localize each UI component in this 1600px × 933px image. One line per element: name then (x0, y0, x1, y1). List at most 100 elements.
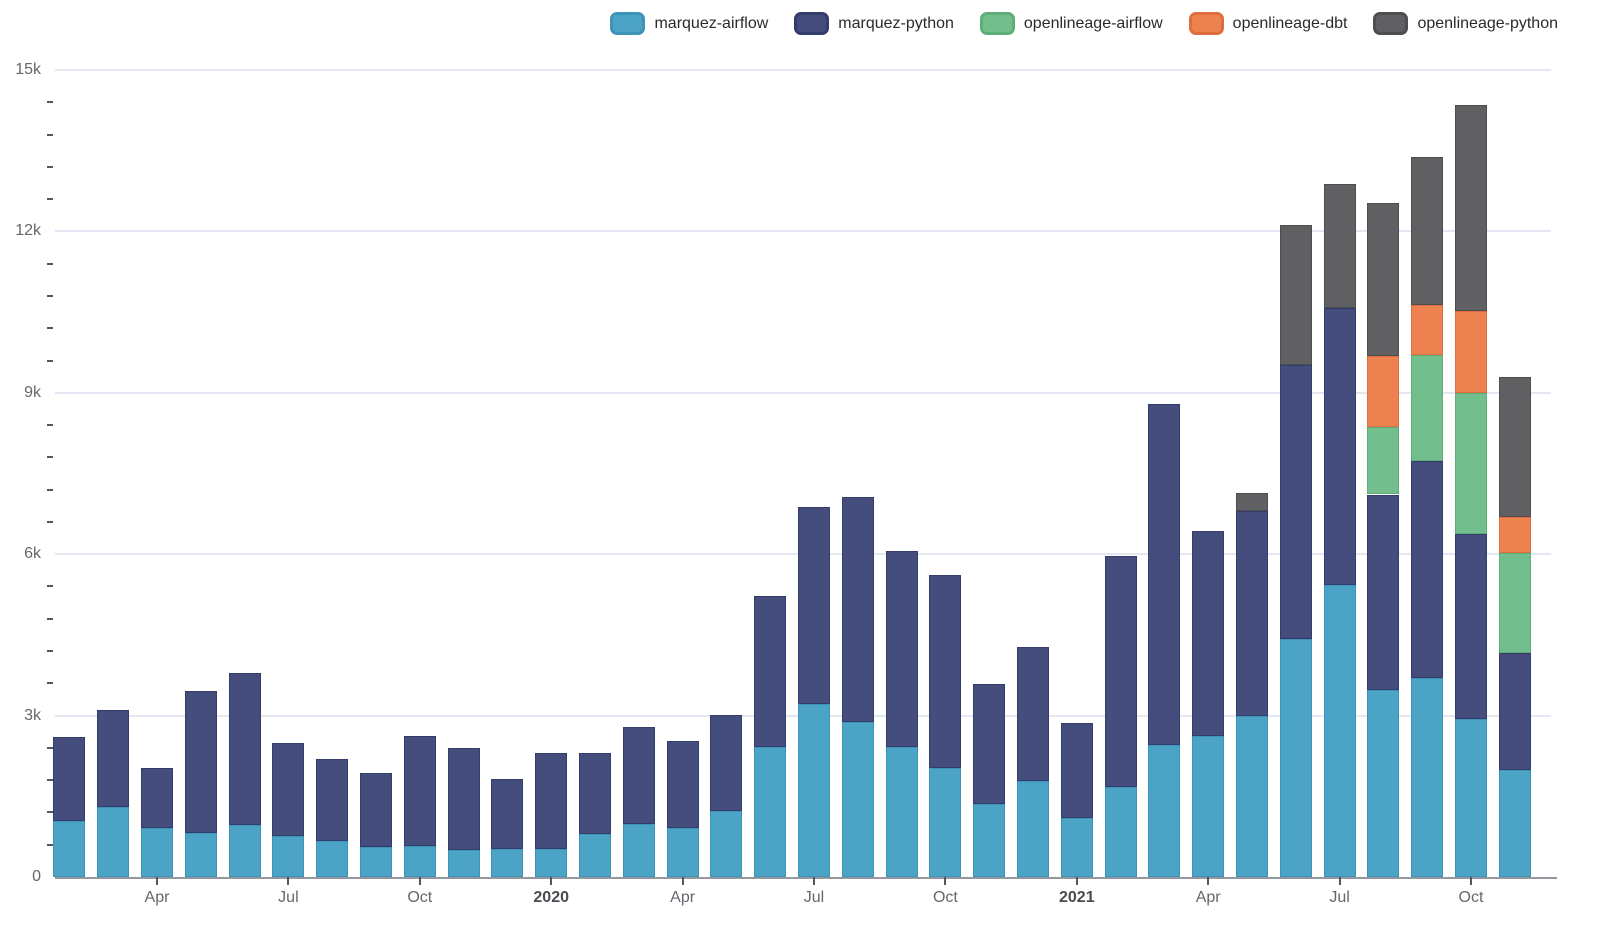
bar-segment-marquez-airflow[interactable] (754, 746, 787, 877)
x-axis-tick (418, 877, 421, 885)
bar-segment-marquez-airflow[interactable] (579, 833, 611, 877)
legend-label: marquez-airflow (654, 14, 769, 32)
bar-segment-marquez-python[interactable] (1411, 461, 1444, 678)
bar-segment-openlineage-python[interactable] (1455, 104, 1487, 312)
bar-segment-marquez-python[interactable] (710, 714, 743, 811)
bar-segment-marquez-airflow[interactable] (885, 747, 918, 877)
bar-segment-marquez-airflow[interactable] (97, 807, 130, 877)
bar-segment-marquez-python[interactable] (272, 742, 305, 837)
bar-segment-marquez-airflow[interactable] (316, 840, 349, 877)
bar-segment-marquez-python[interactable] (1367, 494, 1400, 691)
bar-segment-marquez-airflow[interactable] (403, 845, 436, 877)
legend-swatch-openlineage-dbt (1188, 12, 1224, 35)
bar-segment-marquez-python[interactable] (885, 550, 918, 748)
bar-segment-marquez-python[interactable] (97, 710, 130, 808)
bar-segment-marquez-python[interactable] (535, 753, 568, 850)
y-axis-label: 0 (32, 868, 41, 885)
bar-segment-marquez-airflow[interactable] (53, 821, 86, 877)
bar-segment-marquez-airflow[interactable] (1323, 584, 1356, 877)
bar-segment-marquez-python[interactable] (1148, 404, 1181, 745)
bar-segment-openlineage-airflow[interactable] (1455, 392, 1487, 535)
bar-segment-marquez-python[interactable] (447, 747, 480, 851)
legend-item-openlineage-dbt[interactable]: openlineage-dbt (1188, 12, 1347, 35)
y-minor-tick (47, 327, 53, 330)
bar-segment-marquez-python[interactable] (1323, 308, 1356, 585)
bar-segment-marquez-python[interactable] (1279, 364, 1312, 640)
bar-segment-marquez-python[interactable] (929, 574, 962, 768)
bar-segment-marquez-airflow[interactable] (622, 824, 655, 877)
x-axis-label: 2020 (533, 889, 569, 906)
bar-segment-marquez-airflow[interactable] (272, 836, 305, 877)
bar-segment-marquez-python[interactable] (1060, 722, 1093, 819)
bar-segment-marquez-python[interactable] (1017, 647, 1049, 781)
bar-segment-marquez-python[interactable] (579, 753, 611, 834)
bar-segment-marquez-python[interactable] (666, 740, 699, 828)
bar-segment-marquez-airflow[interactable] (666, 827, 699, 877)
bar-segment-marquez-airflow[interactable] (1367, 690, 1400, 877)
bar-segment-marquez-python[interactable] (1455, 534, 1487, 720)
legend-item-marquez-python[interactable]: marquez-python (794, 12, 954, 35)
bar-segment-marquez-airflow[interactable] (798, 704, 830, 877)
x-axis-label: Apr (1195, 889, 1221, 906)
bar-segment-marquez-airflow[interactable] (1411, 677, 1444, 877)
bar-segment-marquez-python[interactable] (754, 595, 787, 747)
bar-segment-marquez-airflow[interactable] (973, 803, 1006, 877)
bar-segment-marquez-airflow[interactable] (184, 832, 217, 877)
bar-segment-openlineage-airflow[interactable] (1498, 553, 1531, 653)
bar-segment-marquez-python[interactable] (973, 683, 1006, 804)
bar-segment-marquez-python[interactable] (184, 690, 217, 833)
bar-segment-marquez-airflow[interactable] (710, 810, 743, 877)
bar-segment-openlineage-python[interactable] (1498, 377, 1531, 518)
bar-segment-openlineage-dbt[interactable] (1411, 305, 1444, 356)
bar-segment-openlineage-dbt[interactable] (1367, 355, 1400, 428)
bar-segment-marquez-python[interactable] (316, 759, 349, 841)
bar-segment-openlineage-python[interactable] (1236, 492, 1268, 512)
bar-segment-marquez-python[interactable] (228, 672, 261, 825)
bar-segment-marquez-airflow[interactable] (535, 849, 568, 877)
bar-segment-marquez-python[interactable] (1104, 556, 1137, 787)
y-minor-tick (47, 650, 53, 653)
x-axis-tick (1338, 877, 1341, 885)
bar-segment-marquez-airflow[interactable] (447, 850, 480, 877)
bar-segment-openlineage-python[interactable] (1323, 184, 1356, 309)
bar-segment-marquez-python[interactable] (141, 767, 173, 828)
bar-segment-marquez-python[interactable] (403, 735, 436, 846)
bar-segment-openlineage-python[interactable] (1367, 203, 1400, 356)
x-axis-label: Jul (278, 889, 299, 906)
bar-segment-marquez-python[interactable] (798, 507, 830, 705)
bar-segment-marquez-python[interactable] (491, 778, 524, 849)
bar-segment-marquez-airflow[interactable] (841, 721, 874, 877)
legend-item-openlineage-python[interactable]: openlineage-python (1373, 12, 1558, 35)
bar-segment-openlineage-airflow[interactable] (1411, 355, 1444, 462)
bar-segment-openlineage-python[interactable] (1279, 224, 1312, 365)
bar-segment-openlineage-dbt[interactable] (1498, 517, 1531, 554)
bar-segment-marquez-airflow[interactable] (1104, 786, 1137, 877)
bar-segment-openlineage-airflow[interactable] (1367, 427, 1400, 495)
bar-segment-marquez-airflow[interactable] (360, 847, 392, 877)
bar-segment-marquez-python[interactable] (53, 737, 86, 822)
bar-segment-marquez-airflow[interactable] (1279, 639, 1312, 877)
legend-item-openlineage-airflow[interactable]: openlineage-airflow (979, 12, 1163, 35)
bar-segment-marquez-python[interactable] (841, 496, 874, 722)
bar-segment-marquez-airflow[interactable] (228, 824, 261, 877)
bar-segment-marquez-python[interactable] (622, 726, 655, 825)
bar-segment-marquez-airflow[interactable] (929, 767, 962, 877)
bar-segment-marquez-airflow[interactable] (1498, 769, 1531, 877)
y-minor-tick (47, 133, 53, 136)
bar-segment-marquez-airflow[interactable] (1192, 736, 1225, 877)
bar-segment-marquez-airflow[interactable] (1017, 780, 1049, 877)
bar-segment-marquez-python[interactable] (1192, 531, 1225, 737)
bar-segment-marquez-airflow[interactable] (1060, 818, 1093, 877)
bar-segment-marquez-python[interactable] (360, 772, 392, 848)
bar-segment-marquez-airflow[interactable] (491, 848, 524, 877)
bar-segment-marquez-python[interactable] (1236, 511, 1268, 717)
bar-segment-marquez-airflow[interactable] (1236, 716, 1268, 877)
bar-segment-openlineage-dbt[interactable] (1455, 311, 1487, 393)
bar-segment-marquez-python[interactable] (1498, 652, 1531, 770)
y-axis-label: 9k (24, 383, 41, 401)
bar-segment-marquez-airflow[interactable] (1455, 719, 1487, 877)
legend-item-marquez-airflow[interactable]: marquez-airflow (610, 12, 768, 35)
bar-segment-marquez-airflow[interactable] (141, 827, 173, 877)
bar-segment-marquez-airflow[interactable] (1148, 744, 1181, 877)
bar-segment-openlineage-python[interactable] (1411, 157, 1444, 306)
